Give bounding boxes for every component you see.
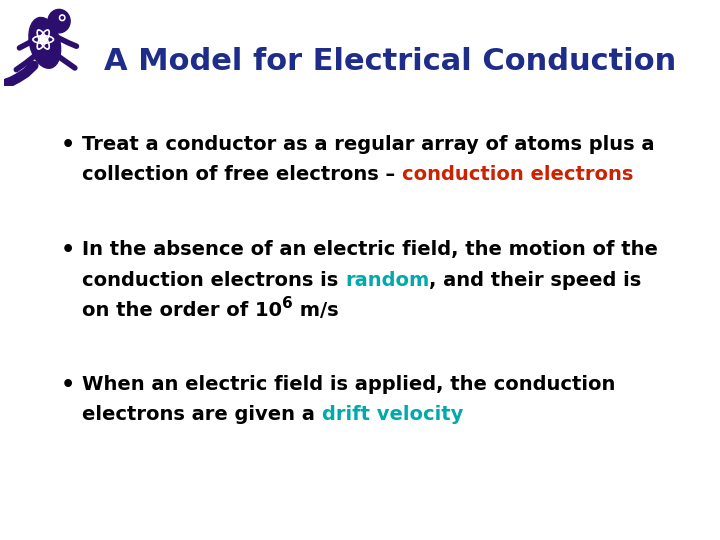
Text: A Model for Electrical Conduction: A Model for Electrical Conduction bbox=[104, 48, 676, 77]
Text: •: • bbox=[61, 135, 75, 155]
Text: 6: 6 bbox=[282, 295, 293, 310]
Text: drift velocity: drift velocity bbox=[322, 406, 463, 424]
Circle shape bbox=[61, 17, 63, 19]
Text: Treat a conductor as a regular array of atoms plus a: Treat a conductor as a regular array of … bbox=[82, 136, 654, 154]
Text: collection of free electrons –: collection of free electrons – bbox=[82, 165, 402, 185]
Circle shape bbox=[48, 9, 70, 33]
Text: •: • bbox=[61, 240, 75, 260]
Text: on the order of 10: on the order of 10 bbox=[82, 300, 282, 320]
Text: m/s: m/s bbox=[293, 300, 338, 320]
Text: •: • bbox=[61, 375, 75, 395]
Circle shape bbox=[60, 15, 65, 21]
Text: random: random bbox=[345, 271, 429, 289]
Text: conduction electrons is: conduction electrons is bbox=[82, 271, 345, 289]
Text: In the absence of an electric field, the motion of the: In the absence of an electric field, the… bbox=[82, 240, 658, 260]
Text: electrons are given a: electrons are given a bbox=[82, 406, 322, 424]
Text: When an electric field is applied, the conduction: When an electric field is applied, the c… bbox=[82, 375, 616, 395]
Circle shape bbox=[40, 37, 46, 43]
Text: , and their speed is: , and their speed is bbox=[429, 271, 642, 289]
Text: conduction electrons: conduction electrons bbox=[402, 165, 634, 185]
Ellipse shape bbox=[29, 17, 60, 68]
